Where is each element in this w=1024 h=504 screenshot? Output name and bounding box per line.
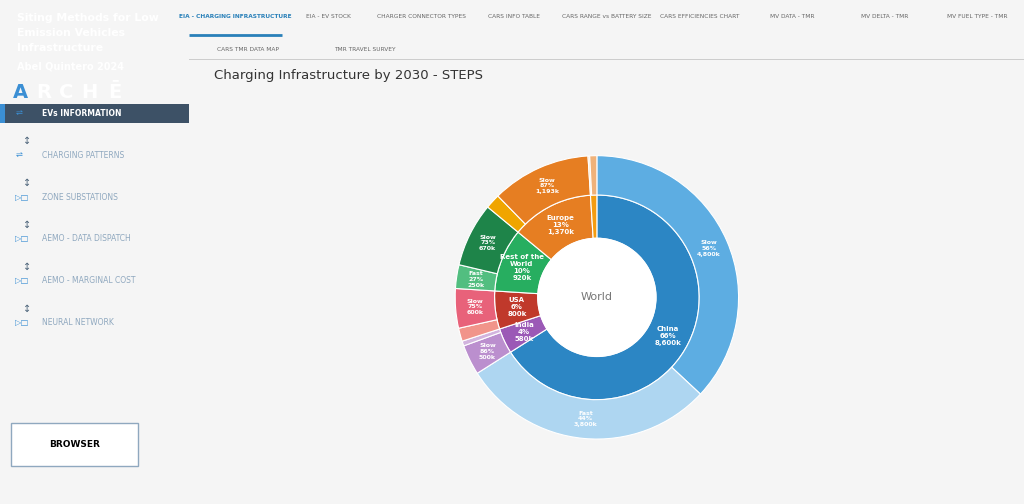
Text: A: A: [13, 83, 29, 102]
Circle shape: [538, 238, 656, 356]
Text: R: R: [36, 83, 51, 102]
Text: Siting Methods for Low: Siting Methods for Low: [17, 13, 159, 23]
Text: NEURAL NETWORK: NEURAL NETWORK: [42, 318, 114, 327]
Text: ▷□: ▷□: [15, 234, 30, 243]
Text: Ē: Ē: [108, 83, 121, 102]
Text: CARS TMR DATA MAP: CARS TMR DATA MAP: [217, 47, 279, 52]
Text: AEMO - DATA DISPATCH: AEMO - DATA DISPATCH: [42, 234, 130, 243]
Wedge shape: [500, 316, 547, 352]
Text: ↕: ↕: [23, 178, 31, 188]
Text: ▷□: ▷□: [15, 318, 30, 327]
Wedge shape: [495, 291, 541, 329]
Text: ↕: ↕: [23, 262, 31, 272]
Wedge shape: [597, 156, 738, 394]
Wedge shape: [588, 156, 592, 195]
Text: CHARGER CONNECTOR TYPES: CHARGER CONNECTOR TYPES: [377, 15, 466, 20]
Text: Emission Vehicles: Emission Vehicles: [17, 28, 125, 38]
Text: China
66%
8,600k: China 66% 8,600k: [654, 326, 681, 346]
Text: EIA - CHARGING INFRASTRUCTURE: EIA - CHARGING INFRASTRUCTURE: [179, 15, 292, 20]
Text: ▷□: ▷□: [15, 193, 30, 202]
Text: Slow
87%
1,193k: Slow 87% 1,193k: [536, 177, 559, 194]
Text: H: H: [82, 83, 97, 102]
Text: Rest of the
World
10%
920k: Rest of the World 10% 920k: [500, 254, 544, 281]
Text: CARS RANGE vs BATTERY SIZE: CARS RANGE vs BATTERY SIZE: [562, 15, 651, 20]
Text: MV FUEL TYPE - TMR: MV FUEL TYPE - TMR: [947, 15, 1008, 20]
Text: EVs INFORMATION: EVs INFORMATION: [42, 109, 121, 118]
Text: ↕: ↕: [23, 136, 31, 146]
Wedge shape: [591, 195, 597, 238]
Text: BROWSER: BROWSER: [49, 440, 100, 449]
Text: CARS EFFICIENCIES CHART: CARS EFFICIENCIES CHART: [659, 15, 739, 20]
Text: CHARGING PATTERNS: CHARGING PATTERNS: [42, 151, 124, 160]
Text: Fast
27%
250k: Fast 27% 250k: [468, 271, 484, 288]
Text: Infrastructure: Infrastructure: [17, 43, 103, 53]
Text: Slow
75%
600k: Slow 75% 600k: [467, 299, 483, 315]
Wedge shape: [459, 320, 500, 341]
Text: Slow
56%
4,800k: Slow 56% 4,800k: [697, 240, 721, 257]
FancyBboxPatch shape: [0, 104, 5, 123]
Text: ⇌: ⇌: [15, 109, 23, 118]
Text: Europe
13%
1,370k: Europe 13% 1,370k: [547, 216, 574, 235]
Text: Fast
44%
3,800k: Fast 44% 3,800k: [573, 411, 597, 427]
Wedge shape: [462, 329, 501, 346]
Text: Abel Quintero 2024: Abel Quintero 2024: [17, 61, 124, 72]
Text: C: C: [58, 83, 73, 102]
Wedge shape: [511, 195, 699, 400]
Wedge shape: [495, 232, 551, 294]
Text: ⇌: ⇌: [15, 151, 23, 160]
Wedge shape: [456, 288, 497, 328]
Wedge shape: [518, 195, 593, 260]
Text: EIA - EV STOCK: EIA - EV STOCK: [306, 15, 351, 20]
Text: ▷□: ▷□: [15, 276, 30, 285]
Text: India
4%
580k: India 4% 580k: [514, 322, 534, 342]
Wedge shape: [477, 352, 700, 439]
Wedge shape: [590, 156, 597, 195]
Wedge shape: [498, 156, 591, 224]
Text: MV DATA - TMR: MV DATA - TMR: [770, 15, 814, 20]
FancyBboxPatch shape: [11, 423, 138, 466]
FancyBboxPatch shape: [0, 104, 189, 123]
Text: World: World: [581, 292, 613, 302]
Text: AEMO - MARGINAL COST: AEMO - MARGINAL COST: [42, 276, 135, 285]
Text: CARS INFO TABLE: CARS INFO TABLE: [488, 15, 540, 20]
Text: USA
6%
800k: USA 6% 800k: [507, 297, 526, 318]
Text: ZONE SUBSTATIONS: ZONE SUBSTATIONS: [42, 193, 118, 202]
Wedge shape: [464, 332, 511, 373]
Text: ↕: ↕: [23, 220, 31, 230]
Text: MV DELTA - TMR: MV DELTA - TMR: [861, 15, 908, 20]
Text: Slow
73%
670k: Slow 73% 670k: [479, 235, 497, 251]
Text: Slow
86%
500k: Slow 86% 500k: [479, 343, 496, 359]
Text: TMR TRAVEL SURVEY: TMR TRAVEL SURVEY: [334, 47, 395, 52]
Wedge shape: [487, 196, 525, 232]
Wedge shape: [456, 265, 498, 291]
Text: ↕: ↕: [23, 303, 31, 313]
Wedge shape: [459, 207, 518, 274]
Text: Charging Infrastructure by 2030 - STEPS: Charging Infrastructure by 2030 - STEPS: [214, 70, 483, 82]
